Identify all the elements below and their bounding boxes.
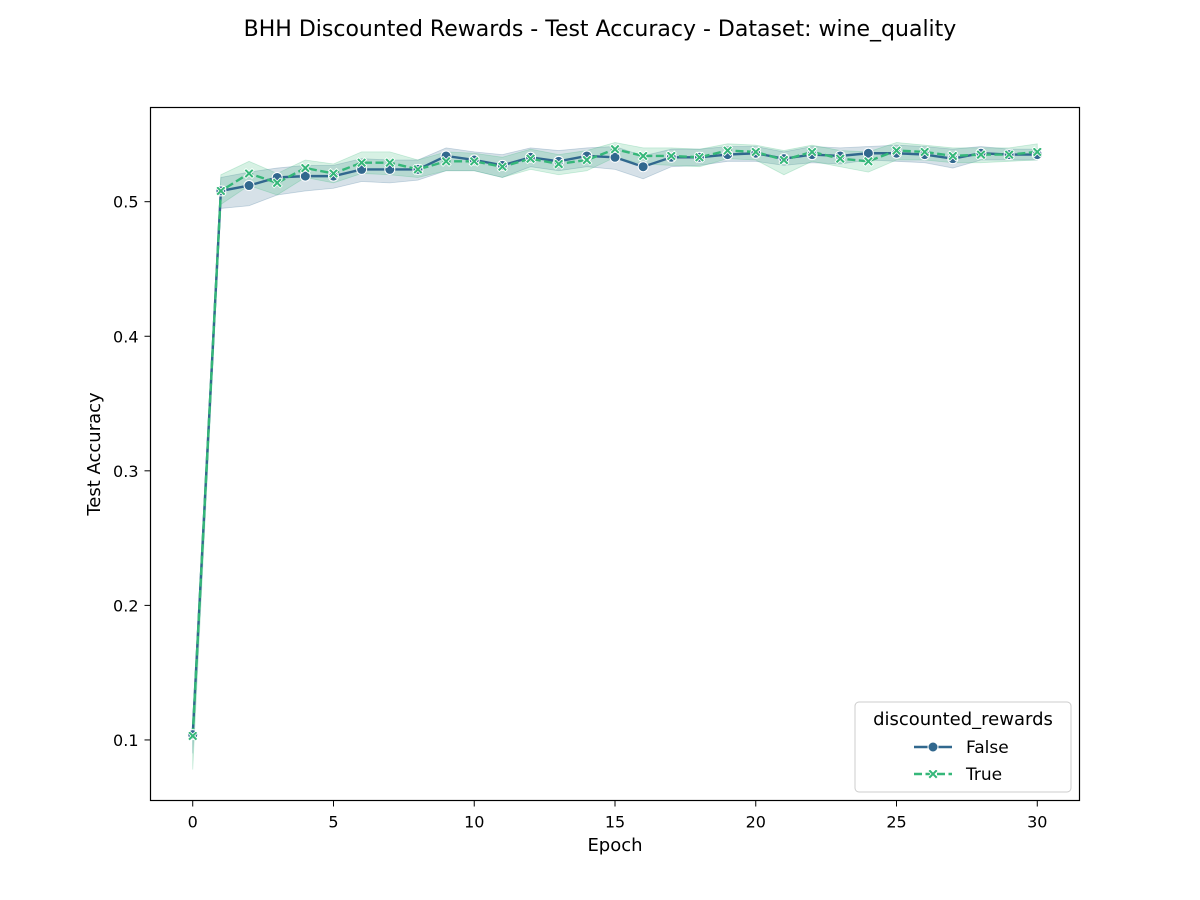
point-true-21 <box>778 154 790 166</box>
point-true-18 <box>693 151 706 163</box>
point-true-14 <box>581 154 593 166</box>
point-true-6 <box>356 157 368 169</box>
point-true-20 <box>750 146 762 158</box>
point-true-24 <box>862 155 874 167</box>
y-tick-label: 0.3 <box>113 462 138 481</box>
point-true-22 <box>806 146 818 158</box>
x-tick-label: 10 <box>464 813 484 832</box>
x-tick-label: 0 <box>188 813 198 832</box>
point-true-10 <box>468 155 480 167</box>
y-axis-label: Test Accuracy <box>84 392 105 517</box>
confidence-bands <box>192 142 1038 770</box>
point-true-5 <box>327 167 340 180</box>
point-false-24 <box>862 147 874 159</box>
band-false <box>192 144 1038 754</box>
point-true-2 <box>243 167 255 180</box>
legend-label-true: True <box>965 765 1002 785</box>
point-true-28 <box>975 149 987 161</box>
x-tick-label: 25 <box>886 813 906 832</box>
y-axis-ticks: 0.1 0.2 0.3 0.4 0.5 <box>113 193 151 750</box>
point-true-16 <box>637 150 649 162</box>
point-false-16 <box>637 161 649 173</box>
point-true-17 <box>665 150 677 162</box>
legend-label-false: False <box>966 738 1009 758</box>
point-true-9 <box>440 155 452 167</box>
legend-box <box>854 701 1072 793</box>
line-true <box>191 147 1038 736</box>
point-true-3 <box>271 177 283 189</box>
point-true-12 <box>524 153 537 165</box>
point-true-27 <box>947 150 959 162</box>
series-markers <box>187 143 1043 742</box>
point-true-15 <box>609 143 621 155</box>
point-true-29 <box>1003 149 1015 161</box>
x-tick-label: 5 <box>328 813 338 832</box>
legend: discounted_rewards False True <box>854 701 1072 793</box>
line-false <box>191 152 1038 735</box>
chart-title: BHH Discounted Rewards - Test Accuracy -… <box>244 17 957 42</box>
point-true-19 <box>722 144 734 157</box>
x-tick-label: 20 <box>746 813 766 832</box>
point-false-15 <box>609 151 621 163</box>
x-tick-label: 15 <box>605 813 625 832</box>
x-axis-ticks: 0 5 10 15 20 25 30 <box>188 800 1047 832</box>
point-true-8 <box>412 163 424 175</box>
point-true-7 <box>384 157 396 169</box>
plot-frame <box>149 106 1081 802</box>
legend-entries: False True <box>914 738 1009 785</box>
legend-title: discounted_rewards <box>873 709 1053 730</box>
point-true-26 <box>919 146 931 158</box>
point-true-23 <box>834 153 846 165</box>
legend-marker-false <box>927 741 939 753</box>
y-tick-label: 0.5 <box>113 193 138 212</box>
point-true-0 <box>187 730 199 742</box>
x-axis-label: Epoch <box>587 835 642 856</box>
point-true-13 <box>553 158 565 170</box>
point-true-11 <box>496 161 508 173</box>
point-true-1 <box>215 185 227 197</box>
y-tick-label: 0.4 <box>113 327 138 346</box>
y-tick-label: 0.1 <box>113 731 138 750</box>
legend-marker-true <box>927 768 939 780</box>
point-true-25 <box>890 144 903 157</box>
point-true-4 <box>299 162 311 174</box>
x-tick-label: 30 <box>1027 813 1047 832</box>
band-true <box>192 142 1038 770</box>
point-true-30 <box>1031 146 1043 158</box>
y-tick-label: 0.2 <box>113 596 138 615</box>
point-false-2 <box>243 180 255 192</box>
point-false-4 <box>299 170 311 182</box>
series-lines <box>191 147 1038 736</box>
